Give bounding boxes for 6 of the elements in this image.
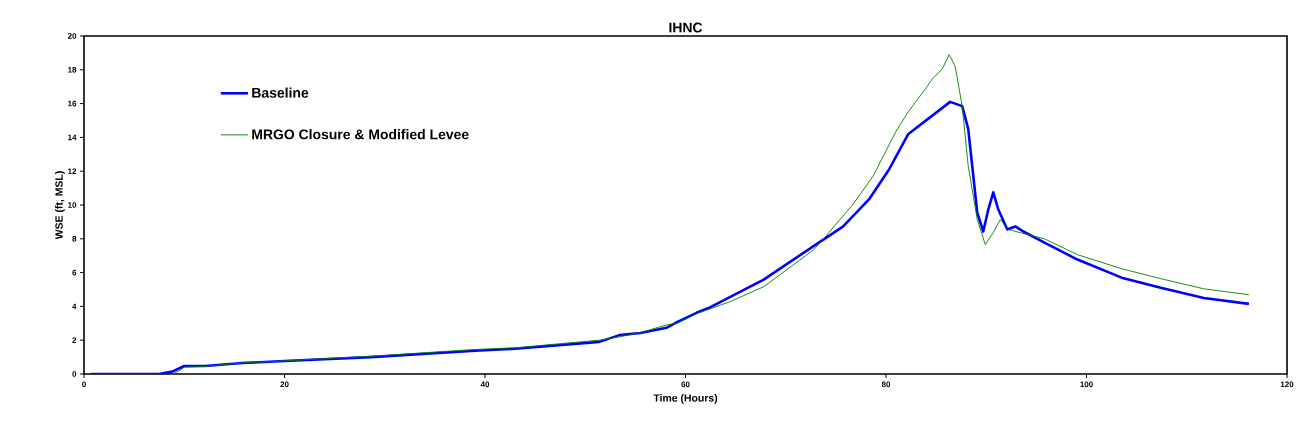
legend-label: MRGO Closure & Modified Levee — [252, 129, 469, 140]
line-series — [171, 54, 1250, 374]
legend-label: Baseline — [252, 87, 309, 98]
chart-title: IHNC — [669, 22, 703, 33]
x-axis-title: Time (Hours) — [653, 393, 718, 404]
y-axis-title: WSE (ft, MSL) — [55, 171, 65, 240]
